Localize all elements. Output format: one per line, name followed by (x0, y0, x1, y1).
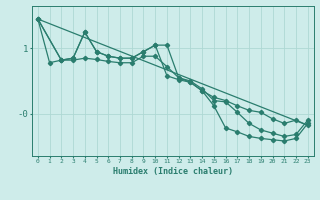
X-axis label: Humidex (Indice chaleur): Humidex (Indice chaleur) (113, 167, 233, 176)
